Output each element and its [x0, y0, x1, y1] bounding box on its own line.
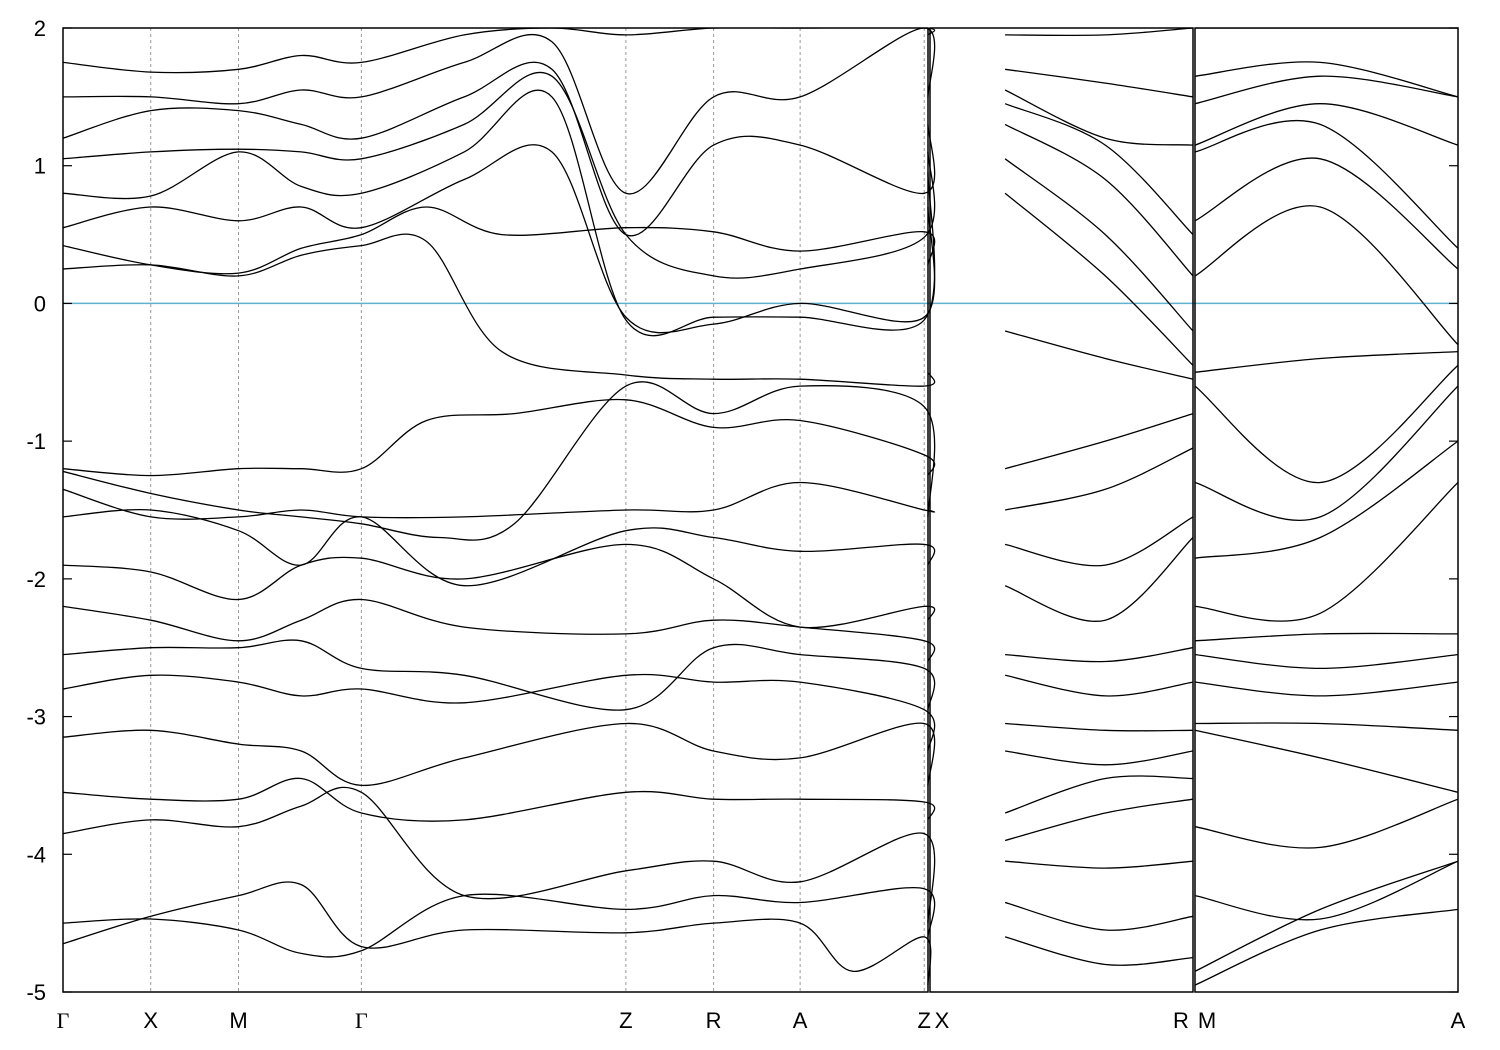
- y-tick-label: -1: [26, 429, 46, 454]
- band-line: [63, 206, 936, 275]
- band-line: [1194, 350, 1458, 373]
- x-tick-label: M: [229, 1008, 247, 1033]
- band-line: [63, 398, 936, 477]
- band-line: [1004, 447, 1194, 511]
- band-line: [1004, 537, 1194, 622]
- band-line: [1005, 750, 1194, 766]
- band-line: [1194, 729, 1458, 793]
- band-curves: [63, 28, 1458, 986]
- band-line: [1005, 68, 1194, 98]
- band-line: [1005, 28, 1194, 37]
- band-line: [63, 71, 936, 279]
- x-tick-label: M: [1198, 1008, 1216, 1033]
- band-line: [1194, 632, 1458, 642]
- band-line: [1194, 482, 1458, 622]
- band-line: [1194, 681, 1458, 697]
- band-line: [63, 887, 936, 958]
- band-line: [1194, 440, 1458, 559]
- band-line: [1004, 901, 1194, 931]
- band-line: [1194, 798, 1458, 849]
- x-tick-label: R: [1173, 1008, 1189, 1033]
- y-tick-label: -3: [26, 705, 46, 730]
- band-line: [63, 28, 936, 74]
- band-line: [1004, 775, 1194, 814]
- plot-frames: [62, 27, 1459, 993]
- band-line: [63, 786, 936, 924]
- band-line: [1194, 205, 1458, 346]
- band-line: [1005, 860, 1194, 869]
- band-line: [1004, 123, 1194, 277]
- band-line: [63, 61, 936, 237]
- y-axis-ticks: -5 -4 -3 -2 -1 0 1 2: [26, 16, 1458, 1005]
- band-line: [1004, 103, 1194, 236]
- band-line: [1194, 653, 1458, 670]
- band-line: [1194, 157, 1458, 270]
- band-line: [63, 508, 936, 587]
- y-tick-label: 0: [34, 291, 46, 316]
- band-line: [1194, 75, 1458, 105]
- band-line: [1194, 364, 1458, 484]
- y-tick-label: 1: [34, 154, 46, 179]
- band-line: [63, 28, 936, 195]
- band-line: [1004, 674, 1194, 697]
- x-tick-label: R: [706, 1008, 722, 1033]
- band-line: [1194, 722, 1458, 731]
- panel-frame: [929, 27, 1194, 993]
- x-tick-label: X: [935, 1008, 950, 1033]
- y-tick-label: 2: [34, 16, 46, 41]
- x-tick-label: A: [793, 1008, 808, 1033]
- band-line: [63, 481, 936, 520]
- band-line: [63, 233, 936, 387]
- band-line: [63, 777, 936, 822]
- band-line: [1194, 908, 1458, 986]
- band-line: [1194, 61, 1458, 98]
- band-line: [1004, 798, 1194, 842]
- band-line: [63, 89, 936, 337]
- band-line: [63, 144, 936, 334]
- band-line: [63, 639, 936, 711]
- x-tick-label: X: [143, 1008, 158, 1033]
- band-line: [63, 673, 936, 752]
- x-tick-label: Γ: [57, 1008, 70, 1033]
- x-tick-label: Z: [918, 1008, 931, 1033]
- band-line: [1194, 860, 1458, 921]
- y-tick-label: -2: [26, 567, 46, 592]
- band-line: [1004, 412, 1194, 470]
- x-tick-label: Z: [619, 1008, 632, 1033]
- band-line: [1004, 158, 1194, 332]
- y-tick-label: -5: [26, 980, 46, 1005]
- y-tick-label: -4: [26, 842, 46, 867]
- band-line: [1004, 192, 1194, 366]
- band-line: [1004, 89, 1194, 146]
- panel-frame: [1194, 27, 1459, 993]
- band-line: [1194, 103, 1458, 146]
- band-line: [1194, 385, 1458, 521]
- panel-frame: [62, 27, 929, 993]
- band-line: [63, 722, 936, 787]
- band-line: [63, 881, 932, 986]
- band-line: [63, 381, 936, 541]
- band-line: [1004, 516, 1194, 567]
- band-line: [1004, 330, 1194, 380]
- band-line: [63, 598, 936, 662]
- x-tick-label: A: [1451, 1008, 1466, 1033]
- band-line: [1194, 860, 1458, 972]
- band-line: [1005, 722, 1194, 732]
- band-line: [63, 543, 936, 629]
- band-line: [1194, 119, 1458, 249]
- x-tick-label: Γ: [355, 1008, 368, 1033]
- band-line: [1004, 936, 1194, 966]
- band-line: [1005, 647, 1194, 663]
